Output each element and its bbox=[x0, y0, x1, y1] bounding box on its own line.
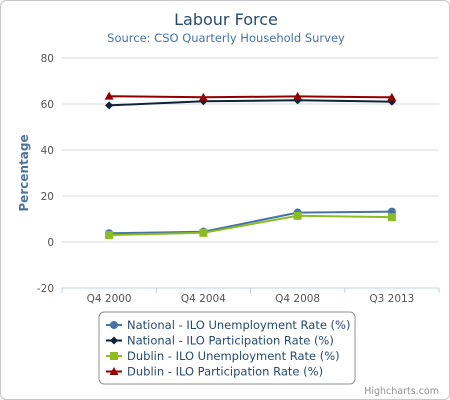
y-tick-label: -20 bbox=[37, 283, 54, 295]
legend-item[interactable]: Dublin - ILO Participation Rate (%) bbox=[106, 365, 323, 379]
y-tick-label: 20 bbox=[41, 191, 54, 203]
series-group bbox=[105, 211, 396, 240]
series-group bbox=[105, 207, 396, 238]
y-tick-label: 60 bbox=[41, 99, 54, 111]
chart-title: Labour Force bbox=[174, 10, 278, 29]
y-tick-label: 80 bbox=[41, 53, 54, 65]
data-point[interactable] bbox=[199, 228, 208, 237]
legend-label: Dublin - ILO Participation Rate (%) bbox=[127, 365, 323, 379]
data-point[interactable] bbox=[387, 92, 397, 101]
data-point[interactable] bbox=[293, 211, 302, 220]
y-tick-label: 40 bbox=[41, 145, 54, 157]
legend-item[interactable]: National - ILO Participation Rate (%) bbox=[106, 334, 334, 348]
data-point[interactable] bbox=[105, 101, 114, 110]
series-line[interactable] bbox=[109, 95, 392, 99]
x-tick-label: Q4 2008 bbox=[275, 293, 320, 305]
x-tick-label: Q3 2013 bbox=[369, 293, 414, 305]
legend-label: Dublin - ILO Unemployment Rate (%) bbox=[127, 349, 340, 363]
data-point[interactable] bbox=[293, 91, 303, 100]
series-line[interactable] bbox=[109, 210, 392, 235]
series-line[interactable] bbox=[109, 214, 392, 237]
data-point[interactable] bbox=[387, 213, 396, 222]
legend-label: National - ILO Participation Rate (%) bbox=[127, 334, 334, 348]
y-tick-label: 0 bbox=[47, 237, 54, 249]
series-group bbox=[104, 91, 397, 101]
x-tick-label: Q4 2000 bbox=[87, 293, 132, 305]
axes: -20 0 20 40 60 80 Q4 2000 Q4 2004 Q4 2008 Q3 2013 bbox=[37, 53, 440, 305]
data-point[interactable] bbox=[104, 91, 114, 100]
series-group bbox=[105, 96, 396, 110]
legend-item[interactable]: Dublin - ILO Unemployment Rate (%) bbox=[106, 349, 340, 363]
legend: National - ILO Unemployment Rate (%) Nati… bbox=[98, 311, 356, 385]
chart-subtitle: Source: CSO Quarterly Household Survey bbox=[107, 31, 345, 45]
legend-label: National - ILO Unemployment Rate (%) bbox=[127, 318, 350, 332]
y-axis-label: Percentage bbox=[17, 134, 31, 211]
series-group bbox=[104, 91, 397, 240]
legend-symbol bbox=[110, 352, 118, 360]
data-point[interactable] bbox=[105, 231, 114, 240]
legend-box bbox=[98, 311, 356, 385]
legend-symbol bbox=[109, 367, 119, 375]
credits-link[interactable]: Highcharts.com bbox=[364, 386, 439, 397]
grid bbox=[62, 57, 439, 289]
legend-item[interactable]: National - ILO Unemployment Rate (%) bbox=[106, 318, 350, 332]
series-line[interactable] bbox=[109, 99, 392, 107]
x-tick-label: Q4 2004 bbox=[181, 293, 226, 305]
legend-symbol bbox=[110, 321, 118, 329]
legend-symbol bbox=[110, 336, 118, 345]
data-point[interactable] bbox=[198, 92, 208, 101]
